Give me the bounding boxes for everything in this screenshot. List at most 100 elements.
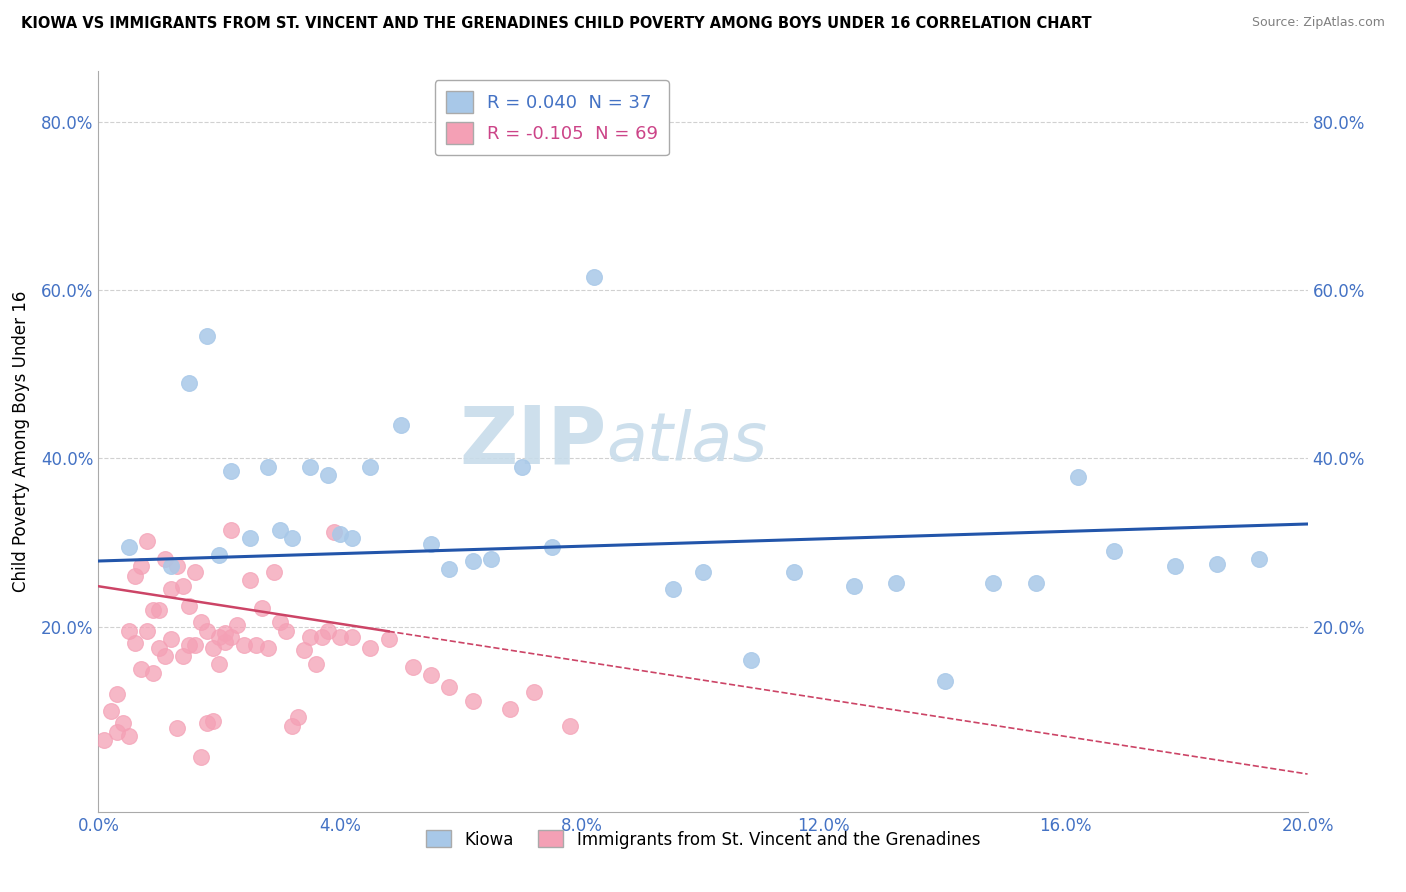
Point <box>195 716 218 731</box>
Point <box>160 582 183 596</box>
Point <box>172 579 194 593</box>
Point <box>281 531 304 545</box>
Point <box>463 554 485 568</box>
Point <box>221 464 243 478</box>
Point <box>463 694 485 708</box>
Point <box>263 565 285 579</box>
Point <box>184 638 207 652</box>
Point <box>124 569 146 583</box>
Point <box>190 615 212 630</box>
Point <box>323 525 346 540</box>
Point <box>221 523 243 537</box>
Point <box>135 624 157 638</box>
Point <box>540 540 562 554</box>
Point <box>269 523 291 537</box>
Point <box>190 750 212 764</box>
Legend: Kiowa, Immigrants from St. Vincent and the Grenadines: Kiowa, Immigrants from St. Vincent and t… <box>419 823 987 855</box>
Point <box>740 653 762 667</box>
Point <box>661 582 683 596</box>
Point <box>179 599 201 613</box>
Point <box>844 579 866 593</box>
Point <box>124 636 146 650</box>
Point <box>299 630 322 644</box>
Point <box>118 624 141 638</box>
Point <box>1067 470 1090 484</box>
Point <box>498 702 520 716</box>
Text: ZIP: ZIP <box>458 402 606 481</box>
Point <box>153 649 176 664</box>
Point <box>1249 552 1271 566</box>
Point <box>208 657 231 672</box>
Point <box>166 721 188 735</box>
Point <box>692 565 714 579</box>
Point <box>360 459 382 474</box>
Point <box>305 657 328 672</box>
Point <box>342 630 364 644</box>
Point <box>316 468 339 483</box>
Point <box>329 630 352 644</box>
Point <box>1102 544 1125 558</box>
Point <box>281 719 304 733</box>
Point <box>256 459 278 474</box>
Point <box>342 531 364 545</box>
Point <box>239 574 262 588</box>
Point <box>523 685 546 699</box>
Point <box>195 329 218 343</box>
Point <box>389 417 412 432</box>
Point <box>148 640 170 655</box>
Point <box>934 674 956 689</box>
Point <box>274 624 297 638</box>
Point <box>148 603 170 617</box>
Point <box>1024 575 1046 590</box>
Point <box>232 638 254 652</box>
Point <box>886 575 908 590</box>
Point <box>377 632 399 647</box>
Point <box>292 643 315 657</box>
Point <box>105 724 128 739</box>
Text: KIOWA VS IMMIGRANTS FROM ST. VINCENT AND THE GRENADINES CHILD POVERTY AMONG BOYS: KIOWA VS IMMIGRANTS FROM ST. VINCENT AND… <box>21 16 1091 31</box>
Point <box>299 459 322 474</box>
Point <box>250 601 273 615</box>
Point <box>437 680 460 694</box>
Point <box>329 527 352 541</box>
Point <box>316 624 339 638</box>
Point <box>202 640 225 655</box>
Point <box>510 459 533 474</box>
Point <box>160 632 183 647</box>
Point <box>142 603 165 617</box>
Point <box>208 630 231 644</box>
Point <box>172 649 194 664</box>
Point <box>1206 557 1229 571</box>
Point <box>153 552 176 566</box>
Point <box>558 719 581 733</box>
Point <box>221 630 243 644</box>
Point <box>118 540 141 554</box>
Point <box>111 716 134 731</box>
Text: Source: ZipAtlas.com: Source: ZipAtlas.com <box>1251 16 1385 29</box>
Point <box>583 270 606 285</box>
Point <box>118 729 141 743</box>
Point <box>179 376 201 390</box>
Point <box>142 665 165 680</box>
Point <box>245 638 267 652</box>
Point <box>208 548 231 562</box>
Text: atlas: atlas <box>606 409 768 475</box>
Point <box>214 634 236 648</box>
Point <box>166 559 188 574</box>
Point <box>981 575 1004 590</box>
Y-axis label: Child Poverty Among Boys Under 16: Child Poverty Among Boys Under 16 <box>11 291 30 592</box>
Point <box>93 733 115 747</box>
Point <box>105 687 128 701</box>
Point <box>129 662 152 676</box>
Point <box>360 640 382 655</box>
Point <box>202 714 225 728</box>
Point <box>311 630 333 644</box>
Point <box>135 533 157 548</box>
Point <box>481 552 503 566</box>
Point <box>437 562 460 576</box>
Point <box>195 624 218 638</box>
Point <box>287 710 309 724</box>
Point <box>256 640 278 655</box>
Point <box>1163 559 1185 574</box>
Point <box>179 638 201 652</box>
